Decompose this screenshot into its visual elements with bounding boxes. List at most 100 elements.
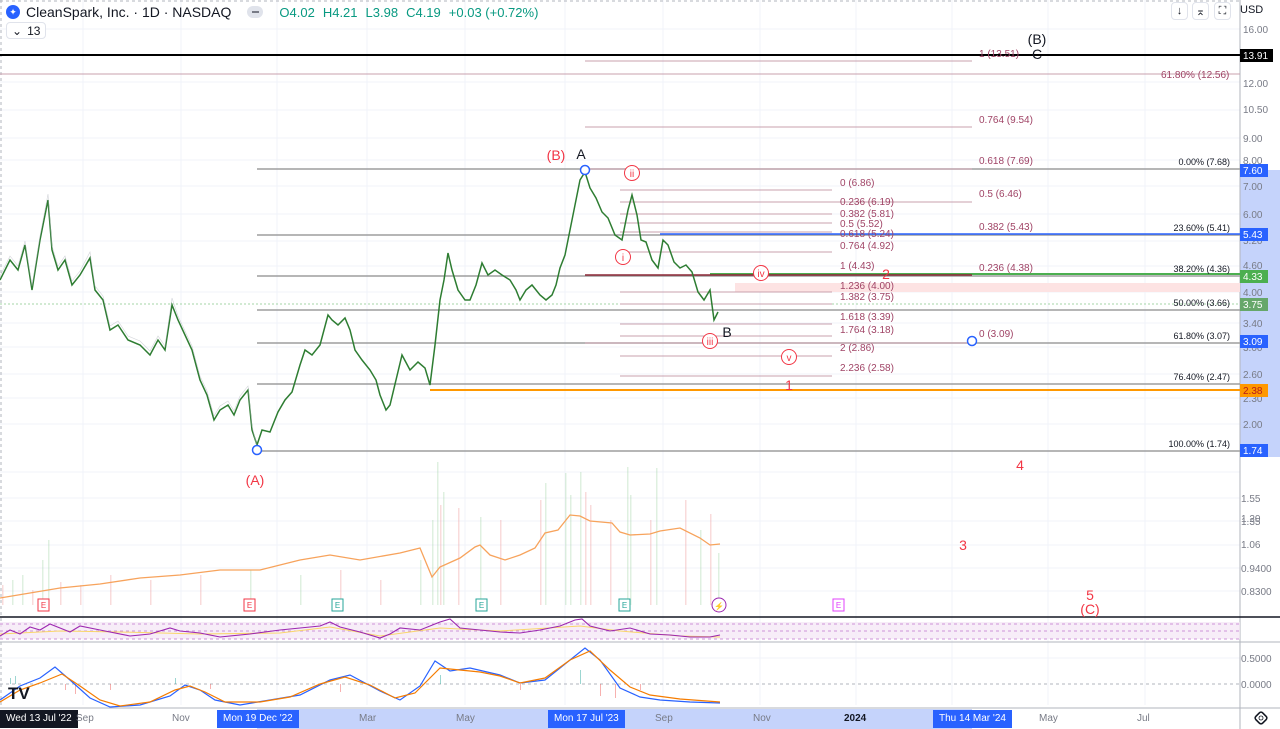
- earnings-markers[interactable]: E E E E E ⚡ E: [37, 597, 845, 613]
- arrow-down-icon: ↓: [1176, 5, 1183, 17]
- svg-text:5.20: 5.20: [1243, 236, 1263, 247]
- svg-text:3.09: 3.09: [1243, 337, 1263, 348]
- svg-text:16.00: 16.00: [1243, 25, 1268, 36]
- svg-text:3.75: 3.75: [1243, 300, 1263, 311]
- symbol-title[interactable]: CleanSpark, Inc. · 1D · NASDAQ: [26, 4, 232, 20]
- wave-label-i: i: [622, 253, 624, 264]
- svg-text:100.00% (1.74): 100.00% (1.74): [1168, 439, 1230, 449]
- pivot-point-low[interactable]: [251, 444, 263, 456]
- svg-text:1.06: 1.06: [1241, 540, 1261, 551]
- circled-wave-labels[interactable]: [615, 165, 797, 365]
- fullscreen-button[interactable]: ⛶: [1214, 2, 1231, 20]
- svg-text:1 (13.51): 1 (13.51): [979, 49, 1019, 60]
- svg-text:0.382 (5.81): 0.382 (5.81): [840, 209, 894, 220]
- time-cursor-label-start: Wed 13 Jul '22: [0, 710, 78, 728]
- chart-legend[interactable]: ✦ CleanSpark, Inc. · 1D · NASDAQ O4.02 H…: [6, 3, 538, 21]
- svg-text:23.60% (5.41): 23.60% (5.41): [1173, 223, 1230, 233]
- svg-text:0.382 (5.43): 0.382 (5.43): [979, 222, 1033, 233]
- svg-text:E: E: [836, 601, 841, 610]
- svg-text:0.5 (6.46): 0.5 (6.46): [979, 189, 1022, 200]
- svg-text:61.80% (3.07): 61.80% (3.07): [1173, 331, 1230, 341]
- fib-extension-upper-labels: 1 (13.51) 0.764 (9.54) 0.618 (7.69) 0.5 …: [979, 49, 1229, 340]
- scroll-to-latest-button[interactable]: ↓: [1171, 2, 1188, 20]
- svg-text:1.236 (4.00): 1.236 (4.00): [840, 281, 894, 292]
- svg-text:0 (3.09): 0 (3.09): [979, 329, 1013, 340]
- change-value: +0.03 (+0.72%): [448, 4, 539, 20]
- wave-label-iv: iv: [757, 269, 764, 280]
- time-cursor-label-low: Mon 19 Dec '22: [217, 710, 299, 728]
- pivot-point-high[interactable]: [579, 164, 591, 176]
- indicators-toggle[interactable]: ⌄ 13: [6, 22, 47, 39]
- svg-text:5.43: 5.43: [1243, 230, 1263, 241]
- time-axis[interactable]: Wed 13 Jul '22 Sep Nov Mon 19 Dec '22 Ma…: [0, 709, 1240, 729]
- svg-text:0.0000: 0.0000: [1241, 680, 1272, 691]
- currency-selector[interactable]: USD: [1240, 4, 1263, 16]
- svg-text:1.74: 1.74: [1243, 446, 1263, 457]
- close-value: C4.19: [406, 4, 441, 20]
- svg-text:0 (6.86): 0 (6.86): [840, 178, 874, 189]
- wave-label-A-paren: (A): [246, 472, 265, 488]
- wave-label-4: 4: [1016, 457, 1024, 473]
- svg-text:4.00: 4.00: [1243, 288, 1263, 299]
- svg-text:1.618 (3.39): 1.618 (3.39): [840, 312, 894, 323]
- svg-text:E: E: [479, 601, 484, 610]
- wave-label-5: 5: [1086, 587, 1094, 603]
- high-value: H4.21: [322, 4, 358, 20]
- svg-text:3.00: 3.00: [1243, 343, 1263, 354]
- time-cursor-label-high: Mon 17 Jul '23: [548, 710, 625, 728]
- wave-label-3: 3: [959, 537, 967, 553]
- target-zone[interactable]: [735, 283, 1240, 292]
- fib-retracement-labels: 0.00% (7.68) 23.60% (5.41) 38.20% (4.36)…: [1168, 157, 1230, 449]
- svg-text:0.00% (7.68): 0.00% (7.68): [1178, 157, 1230, 167]
- wave-label-B-paren-red: (B): [547, 147, 566, 163]
- open-value: O4.02: [279, 4, 315, 20]
- svg-text:0.764 (9.54): 0.764 (9.54): [979, 115, 1033, 126]
- fib-extension-mid-lines[interactable]: [585, 189, 972, 377]
- pivot-point-target[interactable]: [966, 335, 978, 347]
- fib-retracement-lines[interactable]: [257, 168, 1240, 452]
- svg-text:0.764 (4.92): 0.764 (4.92): [840, 241, 894, 252]
- svg-text:0.618 (7.69): 0.618 (7.69): [979, 156, 1033, 167]
- fib-extension-upper-lines[interactable]: [0, 60, 1240, 344]
- svg-text:0.618 (5.24): 0.618 (5.24): [840, 229, 894, 240]
- svg-text:1.382 (3.75): 1.382 (3.75): [840, 292, 894, 303]
- svg-text:6.00: 6.00: [1243, 210, 1263, 221]
- volume-bars: [2, 462, 720, 605]
- tradingview-logo[interactable]: TV: [8, 684, 30, 703]
- svg-text:E: E: [335, 601, 340, 610]
- price-axis-ticks: 16.00 12.00 10.50 9.00 8.00 7.00 6.00 5.…: [1243, 25, 1268, 431]
- collapse-arrows-icon: ⌅: [1195, 5, 1206, 18]
- svg-text:12.00: 12.00: [1243, 79, 1268, 90]
- svg-text:9.00: 9.00: [1243, 134, 1263, 145]
- collapse-legend-button[interactable]: [247, 6, 264, 18]
- auto-scale-button[interactable]: ⌅: [1192, 2, 1209, 20]
- svg-text:1.35: 1.35: [1241, 517, 1261, 528]
- chevron-down-icon: ⌄: [12, 23, 23, 38]
- svg-text:0.5000: 0.5000: [1241, 654, 1272, 665]
- svg-text:13.91: 13.91: [1243, 51, 1268, 62]
- svg-text:E: E: [622, 601, 627, 610]
- svg-text:0.236 (4.38): 0.236 (4.38): [979, 263, 1033, 274]
- svg-text:7.00: 7.00: [1243, 182, 1263, 193]
- svg-text:0.236 (6.19): 0.236 (6.19): [840, 197, 894, 208]
- svg-text:4.60: 4.60: [1243, 261, 1263, 272]
- svg-text:2.00: 2.00: [1243, 420, 1263, 431]
- wave-label-2: 2: [882, 266, 890, 282]
- volume-axis-ticks: 1.55 1.35 1.20 1.06 0.9400 0.8300: [1241, 494, 1272, 598]
- grid: [0, 0, 1240, 705]
- fullscreen-icon: ⛶: [1218, 4, 1227, 17]
- svg-text:1 (4.43): 1 (4.43): [840, 261, 874, 272]
- wave-label-iii: iii: [707, 337, 714, 348]
- macd-axis-ticks: 0.5000 0.0000: [1241, 654, 1272, 691]
- svg-text:4.33: 4.33: [1243, 272, 1263, 283]
- svg-text:1.764 (3.18): 1.764 (3.18): [840, 325, 894, 336]
- svg-text:0.9400: 0.9400: [1241, 564, 1272, 575]
- svg-text:2.38: 2.38: [1243, 386, 1263, 397]
- svg-text:⚡: ⚡: [714, 601, 724, 611]
- wave-label-ii: ii: [630, 169, 634, 180]
- ohlc-values: O4.02 H4.21 L3.98 C4.19 +0.03 (+0.72%): [279, 5, 538, 20]
- symbol-logo-icon: ✦: [6, 5, 20, 19]
- svg-text:10.50: 10.50: [1243, 105, 1268, 116]
